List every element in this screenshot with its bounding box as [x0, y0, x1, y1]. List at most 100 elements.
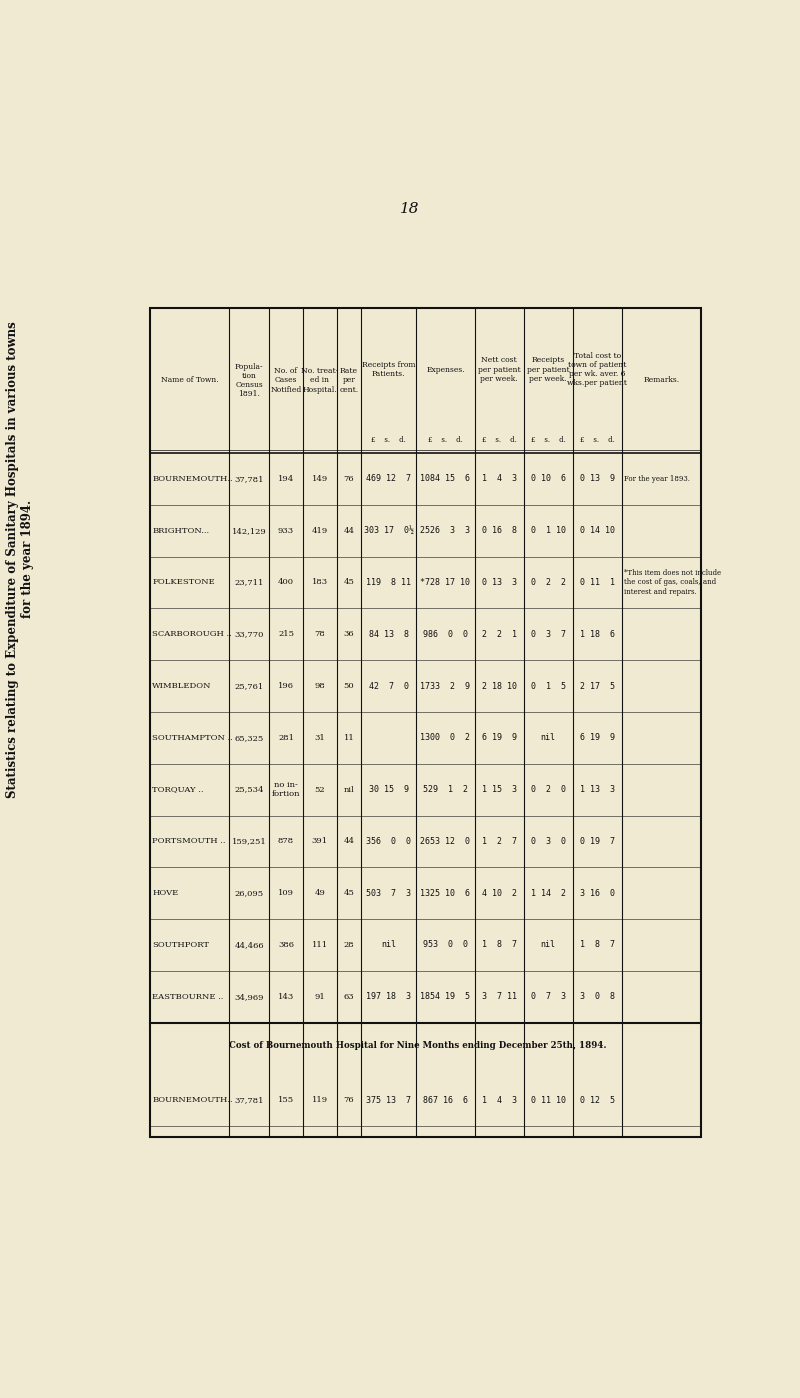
- Text: 1084 15  6: 1084 15 6: [421, 474, 470, 484]
- Text: 2 18 10: 2 18 10: [482, 682, 517, 691]
- Text: 386: 386: [278, 941, 294, 949]
- Text: 0 11  1: 0 11 1: [580, 577, 614, 587]
- Text: 391: 391: [312, 837, 328, 846]
- Text: Statistics relating to Expenditure of Sanitary Hospitals in various towns
for th: Statistics relating to Expenditure of Sa…: [6, 320, 34, 798]
- Text: 31: 31: [314, 734, 325, 742]
- Text: 0  1 10: 0 1 10: [530, 526, 566, 535]
- Text: 78: 78: [314, 630, 325, 639]
- Text: For the year 1893.: For the year 1893.: [623, 475, 690, 482]
- Text: nil: nil: [541, 941, 556, 949]
- Text: Remarks.: Remarks.: [643, 376, 680, 384]
- Text: 98: 98: [314, 682, 325, 691]
- Text: 119  8 11: 119 8 11: [366, 577, 411, 587]
- Text: 6 19  9: 6 19 9: [482, 734, 517, 742]
- Text: 933: 933: [278, 527, 294, 534]
- Text: 1 18  6: 1 18 6: [580, 629, 614, 639]
- Text: 34,969: 34,969: [234, 993, 264, 1001]
- Text: 142,129: 142,129: [232, 527, 266, 534]
- Text: 0 13  3: 0 13 3: [482, 577, 517, 587]
- Text: 375 13  7: 375 13 7: [366, 1096, 411, 1104]
- Text: nil: nil: [541, 734, 556, 742]
- Text: 109: 109: [278, 889, 294, 898]
- Text: £    s.    d.: £ s. d.: [580, 436, 614, 445]
- Text: 0 19  7: 0 19 7: [580, 837, 614, 846]
- Text: Total cost to
town of patient
per wk. aver. 6
wks.per patient: Total cost to town of patient per wk. av…: [567, 352, 627, 387]
- Text: 45: 45: [343, 889, 354, 898]
- Text: 84 13  8: 84 13 8: [369, 629, 409, 639]
- Text: 4 10  2: 4 10 2: [482, 889, 517, 898]
- Text: 1733  2  9: 1733 2 9: [421, 682, 470, 691]
- Text: No. treat-
ed in
Hospital.: No. treat- ed in Hospital.: [301, 368, 338, 394]
- Text: 1300  0  2: 1300 0 2: [421, 734, 470, 742]
- Text: BOURNEMOUTH..: BOURNEMOUTH..: [152, 1096, 233, 1104]
- Text: 91: 91: [314, 993, 325, 1001]
- Text: 149: 149: [312, 475, 328, 482]
- Text: 194: 194: [278, 475, 294, 482]
- Text: 469 12  7: 469 12 7: [366, 474, 411, 484]
- Text: £    s.    d.: £ s. d.: [482, 436, 517, 445]
- Text: Cost of Bournemouth Hospital for Nine Months ending December 25th, 1894.: Cost of Bournemouth Hospital for Nine Mo…: [230, 1042, 607, 1050]
- Text: BRIGHTON...: BRIGHTON...: [152, 527, 210, 534]
- Text: 1  8  7: 1 8 7: [580, 941, 614, 949]
- Text: 76: 76: [343, 475, 354, 482]
- Text: 0 12  5: 0 12 5: [580, 1096, 614, 1104]
- Text: HOVE: HOVE: [152, 889, 178, 898]
- Text: No. of
Cases
Notified: No. of Cases Notified: [270, 368, 302, 394]
- Text: 44: 44: [343, 837, 354, 846]
- Text: 37,781: 37,781: [234, 1096, 264, 1104]
- Text: 1325 10  6: 1325 10 6: [421, 889, 470, 898]
- Text: 28: 28: [343, 941, 354, 949]
- Text: 1  8  7: 1 8 7: [482, 941, 517, 949]
- Text: 0  3  7: 0 3 7: [530, 629, 566, 639]
- Text: 878: 878: [278, 837, 294, 846]
- Text: 2653 12  0: 2653 12 0: [421, 837, 470, 846]
- Text: 281: 281: [278, 734, 294, 742]
- Text: TORQUAY ..: TORQUAY ..: [152, 786, 203, 794]
- Text: 3 16  0: 3 16 0: [580, 889, 614, 898]
- Text: 1 13  3: 1 13 3: [580, 786, 614, 794]
- Text: 1  4  3: 1 4 3: [482, 1096, 517, 1104]
- Text: Receipts from
Patients.: Receipts from Patients.: [362, 361, 415, 379]
- Text: 45: 45: [343, 579, 354, 587]
- Text: EASTBOURNE ..: EASTBOURNE ..: [152, 993, 223, 1001]
- Text: £    s.    d.: £ s. d.: [530, 436, 566, 445]
- Text: 111: 111: [312, 941, 328, 949]
- Text: 76: 76: [343, 1096, 354, 1104]
- Text: 2526  3  3: 2526 3 3: [421, 526, 470, 535]
- Text: 356  0  0: 356 0 0: [366, 837, 411, 846]
- Text: 42  7  0: 42 7 0: [369, 682, 409, 691]
- Text: 953  0  0: 953 0 0: [423, 941, 468, 949]
- Text: £    s.    d.: £ s. d.: [371, 436, 406, 445]
- Text: 65,325: 65,325: [234, 734, 264, 742]
- Text: 52: 52: [314, 786, 325, 794]
- Text: 1 14  2: 1 14 2: [530, 889, 566, 898]
- Text: 143: 143: [278, 993, 294, 1001]
- Text: SOUTHPORT: SOUTHPORT: [152, 941, 209, 949]
- Text: nil: nil: [343, 786, 354, 794]
- Text: 0  1  5: 0 1 5: [530, 682, 566, 691]
- Text: PORTSMOUTH ..: PORTSMOUTH ..: [152, 837, 226, 846]
- Text: 25,534: 25,534: [234, 786, 264, 794]
- Text: 6 19  9: 6 19 9: [580, 734, 614, 742]
- Text: £    s.    d.: £ s. d.: [428, 436, 463, 445]
- Bar: [150, 308, 702, 1137]
- Text: 3  7 11: 3 7 11: [482, 993, 517, 1001]
- Text: 44,466: 44,466: [234, 941, 264, 949]
- Text: 63: 63: [343, 993, 354, 1001]
- Text: 1854 19  5: 1854 19 5: [421, 993, 470, 1001]
- Text: 33,770: 33,770: [234, 630, 264, 639]
- Text: 0 16  8: 0 16 8: [482, 526, 517, 535]
- Text: 49: 49: [314, 889, 325, 898]
- Text: 303 17  0½: 303 17 0½: [364, 526, 414, 535]
- Text: 155: 155: [278, 1096, 294, 1104]
- Text: 419: 419: [312, 527, 328, 534]
- Text: 2  2  1: 2 2 1: [482, 629, 517, 639]
- Text: 183: 183: [312, 579, 328, 587]
- Text: 159,251: 159,251: [232, 837, 266, 846]
- Text: 986  0  0: 986 0 0: [423, 629, 468, 639]
- Text: 196: 196: [278, 682, 294, 691]
- Text: 18: 18: [400, 201, 420, 215]
- Text: 215: 215: [278, 630, 294, 639]
- Text: 26,095: 26,095: [234, 889, 264, 898]
- Text: nil: nil: [382, 941, 396, 949]
